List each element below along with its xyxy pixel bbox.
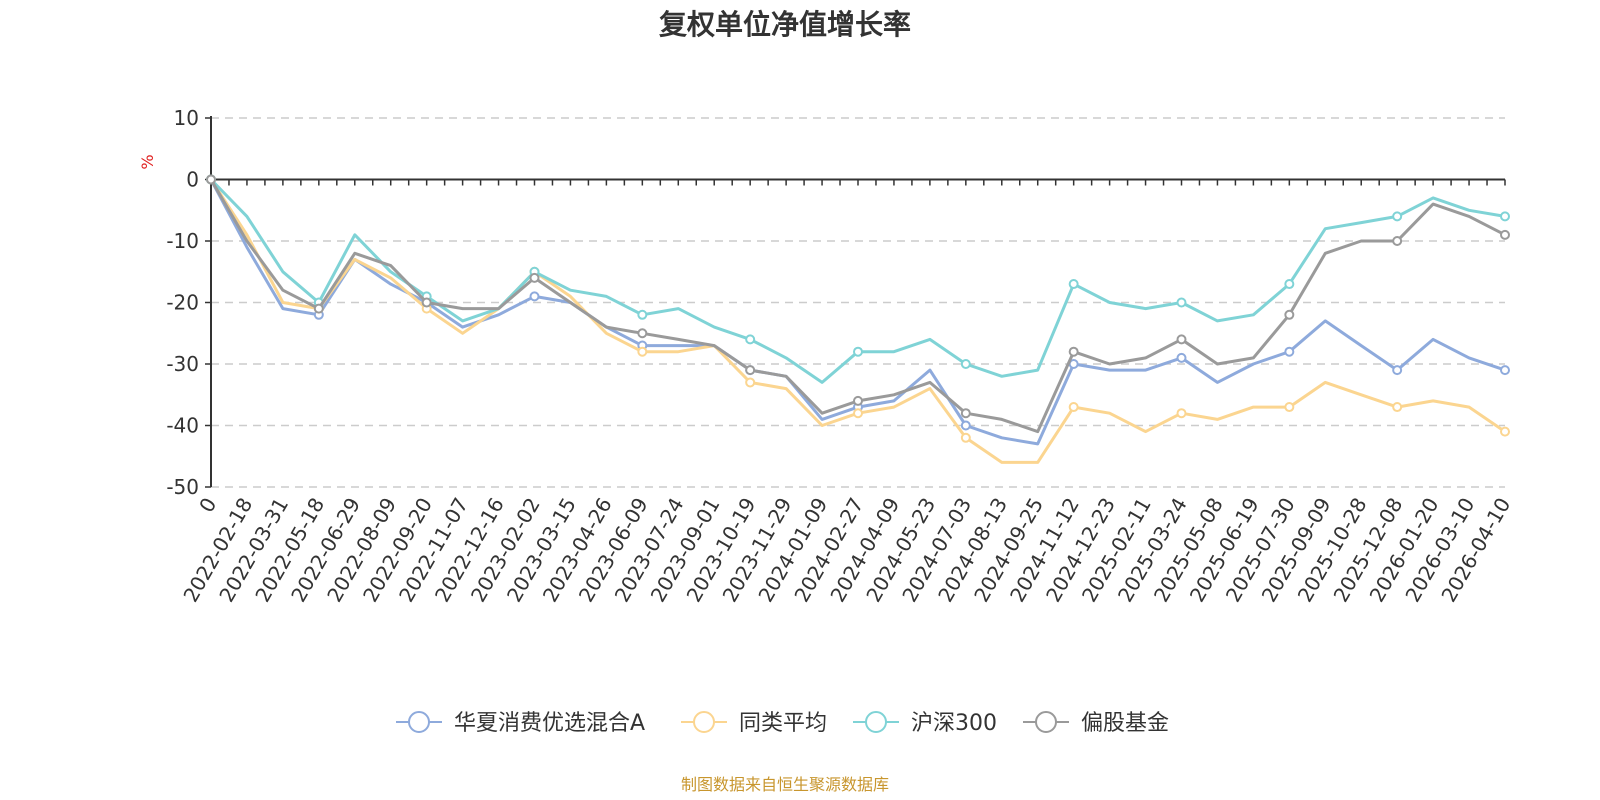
y-tick-label: -40 <box>166 414 199 438</box>
grid-lines <box>211 117 1505 488</box>
data-point <box>637 328 648 339</box>
data-point <box>745 365 756 376</box>
data-point <box>637 346 648 357</box>
data-point <box>529 272 540 283</box>
data-point <box>745 334 756 345</box>
data-point <box>853 408 863 419</box>
axes <box>205 116 1506 488</box>
legend-label: 沪深300 <box>911 711 997 736</box>
legend-label: 华夏消费优选混合A <box>454 711 645 736</box>
data-point <box>529 291 540 302</box>
y-tick-label: -50 <box>166 475 199 499</box>
data-point <box>1176 297 1187 308</box>
series-lines <box>206 174 1510 464</box>
data-point <box>1392 365 1403 376</box>
data-point <box>313 303 324 314</box>
legend-marker <box>408 711 430 733</box>
x-tick-labels: 02022-02-182022-03-312022-05-182022-06-2… <box>178 493 1515 606</box>
data-point <box>421 297 432 308</box>
data-point <box>1284 279 1295 290</box>
y-tick-label: 10 <box>174 106 199 130</box>
data-point <box>637 309 648 320</box>
y-tick-label: -30 <box>166 352 199 376</box>
y-tick-labels: 10 0 -10 -20 -30 -40 -50 <box>166 106 199 499</box>
data-point <box>960 359 971 369</box>
legend-label: 偏股基金 <box>1081 711 1169 736</box>
y-axis-label: % <box>138 154 157 169</box>
data-point <box>206 174 216 185</box>
data-point <box>1500 229 1510 240</box>
data-point <box>1068 346 1079 357</box>
data-point <box>1392 236 1403 246</box>
data-point <box>745 377 756 388</box>
legend-label: 同类平均 <box>739 711 827 736</box>
data-point <box>1284 346 1295 357</box>
legend-item[interactable]: 偏股基金 <box>1023 711 1169 736</box>
data-point <box>1068 402 1079 413</box>
data-point <box>1068 279 1079 290</box>
legend[interactable]: 华夏消费优选混合A 同类平均 沪深300 偏股基金 <box>396 711 1169 736</box>
data-point <box>1392 402 1403 413</box>
y-tick-label: -10 <box>166 229 199 253</box>
series-line-2 <box>209 178 1506 464</box>
x-tick-label: 0 <box>194 494 221 517</box>
data-point <box>1176 408 1187 419</box>
y-tick-label: -20 <box>166 291 199 315</box>
data-point <box>1176 352 1187 363</box>
legend-marker <box>865 711 887 733</box>
legend-marker <box>693 711 715 733</box>
y-tick-label: 0 <box>186 168 199 192</box>
data-point <box>960 432 971 443</box>
legend-marker <box>1035 711 1057 733</box>
data-point <box>1284 402 1295 413</box>
data-point <box>853 395 863 406</box>
chart-title: 复权单位净值增长率 <box>659 8 911 41</box>
source-note: 制图数据来自恒生聚源数据库 <box>681 775 889 794</box>
data-point <box>1500 211 1510 222</box>
legend-item[interactable]: 沪深300 <box>853 711 997 736</box>
data-point <box>1392 211 1403 222</box>
data-point <box>1500 365 1510 376</box>
data-point <box>1284 309 1295 320</box>
legend-item[interactable]: 华夏消费优选混合A <box>396 711 645 736</box>
data-point <box>1500 426 1510 437</box>
data-point <box>960 420 971 431</box>
legend-item[interactable]: 同类平均 <box>681 711 827 736</box>
data-point <box>960 408 971 419</box>
data-point <box>1176 334 1187 345</box>
data-point <box>853 346 863 357</box>
